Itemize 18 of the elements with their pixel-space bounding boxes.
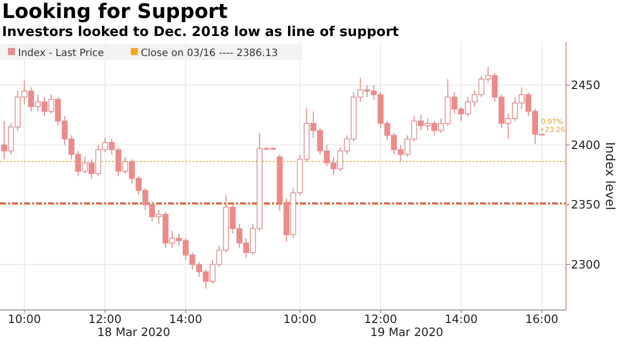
x-tick-label: 12:00 bbox=[364, 312, 398, 326]
x-tick-label: 10:00 bbox=[283, 312, 316, 326]
x-tick-label: 16:00 bbox=[525, 312, 558, 326]
x-tick-label: 14:00 bbox=[169, 312, 202, 326]
text: 19 Mar 2020 bbox=[370, 325, 444, 339]
legend-label: Close on 03/16 ---- 2386.13 bbox=[140, 48, 278, 59]
chart-title: Looking for Support bbox=[2, 0, 228, 23]
x-tick-label: 10:00 bbox=[8, 312, 41, 326]
y-tick-label: 2450 bbox=[571, 78, 600, 92]
y-axis-title: Index level bbox=[603, 142, 618, 210]
chart-subtitle: Investors looked to Dec. 2018 low as line of support bbox=[2, 24, 400, 40]
y-tick-label: 2300 bbox=[571, 258, 600, 272]
y-tick-label: 2350 bbox=[571, 198, 600, 212]
legend-label: Index - Last Price bbox=[18, 48, 104, 59]
x-tick-label: 14:00 bbox=[444, 312, 478, 326]
x-tick-label: 12:00 bbox=[88, 312, 122, 326]
text: 18 Mar 2020 bbox=[97, 325, 170, 339]
y-tick-label: 2400 bbox=[571, 138, 600, 152]
